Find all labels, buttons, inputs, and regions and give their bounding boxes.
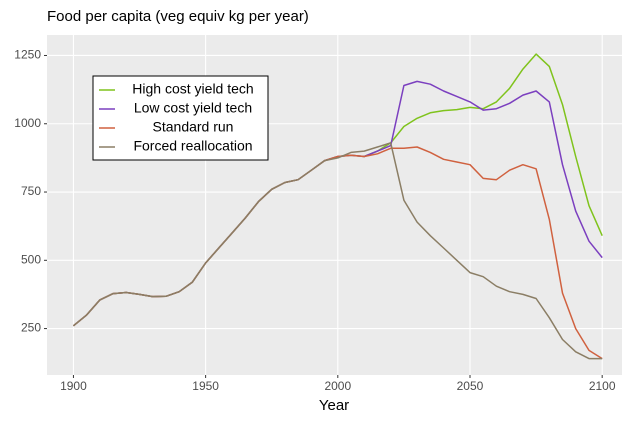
- legend-label: Standard run: [153, 119, 234, 135]
- x-tick-label: 2100: [589, 379, 616, 393]
- y-tick-label: 750: [21, 184, 41, 198]
- x-tick-label: 2000: [324, 379, 351, 393]
- legend-box: [92, 75, 269, 161]
- x-tick-label: 1900: [60, 379, 87, 393]
- chart-title: Food per capita (veg equiv kg per year): [47, 8, 309, 25]
- series-line: [72, 142, 603, 360]
- x-axis-label: Year: [319, 397, 349, 414]
- x-tick-label: 2050: [457, 379, 484, 393]
- legend-label: Low cost yield tech: [134, 100, 252, 116]
- legend-label: High cost yield tech: [132, 81, 253, 97]
- y-tick-label: 1000: [14, 116, 41, 130]
- legend: High cost yield tech Low cost yield tech S…: [92, 75, 269, 161]
- x-tick-label: 1950: [192, 379, 219, 393]
- y-tick-label: 250: [21, 321, 41, 335]
- y-tick-label: 500: [21, 252, 41, 266]
- y-tick-label: 1250: [14, 48, 41, 62]
- legend-label: Forced reallocation: [133, 138, 252, 154]
